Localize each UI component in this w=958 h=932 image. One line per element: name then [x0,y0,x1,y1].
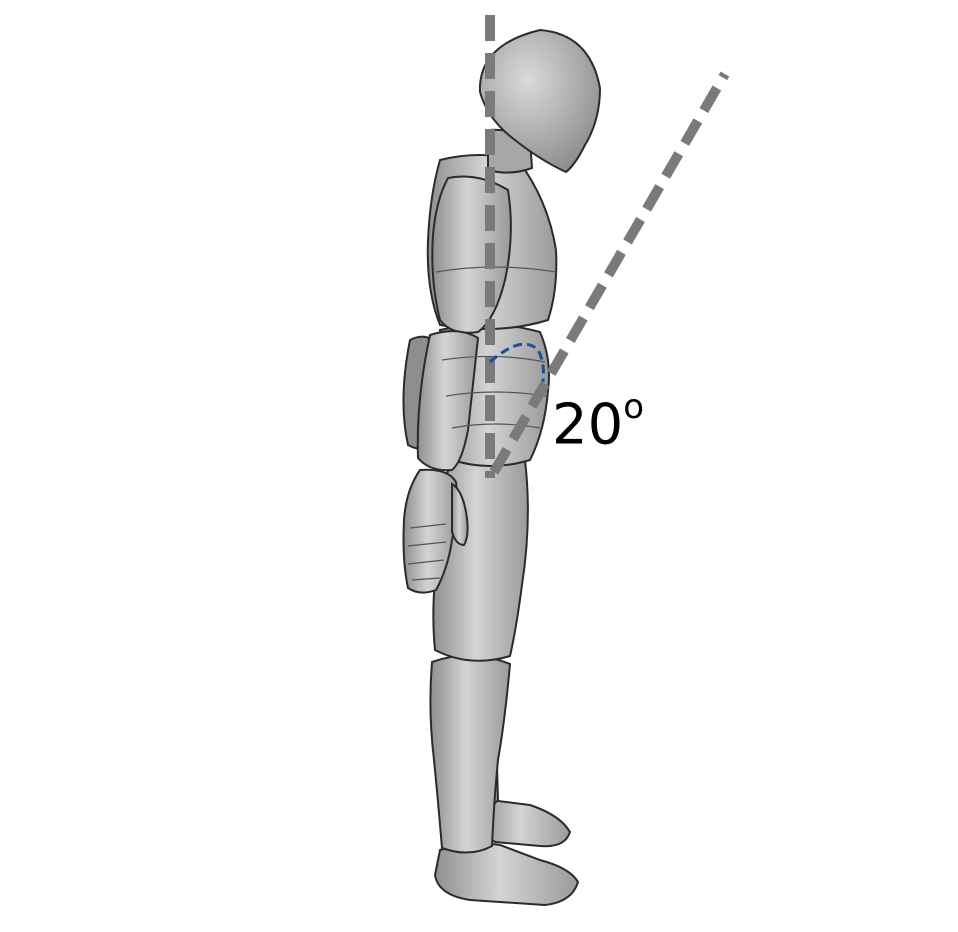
angle-unit-symbol: o [623,387,645,427]
mannequin-side-view-figure [402,28,602,907]
angle-value: 20 [552,392,624,458]
hand [402,468,459,594]
thumb [451,482,469,547]
front-lower-leg [429,654,512,854]
forearm [416,330,480,472]
dashed-inclined-line [489,71,730,475]
dashed-arc-icon [489,342,545,383]
finger-lines [407,523,447,581]
angle-label: 20o [552,390,644,454]
head [478,28,602,174]
